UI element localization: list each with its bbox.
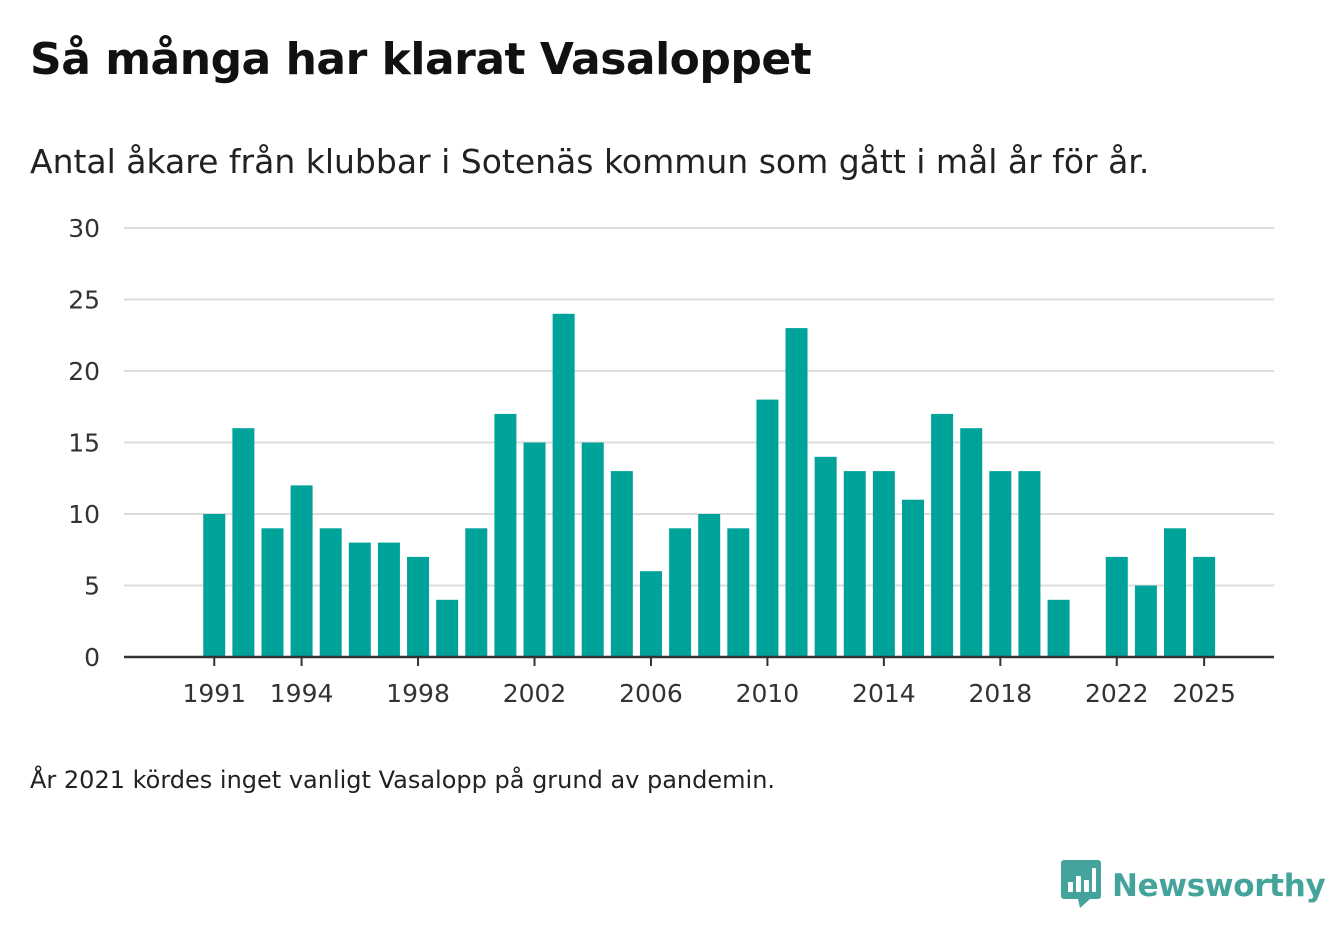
bar-1996[interactable] [348,542,371,657]
bar-2025[interactable] [1193,556,1216,657]
x-tick-label-2025: 2025 [1172,679,1236,708]
chart-subtitle: Antal åkare från klubbar i Sotenäs kommu… [30,142,1150,181]
bar-2020[interactable] [1047,599,1070,657]
bar-2004[interactable] [581,442,604,658]
bar-2008[interactable] [698,514,721,657]
x-axis-labels: 1991 1994 1998 2002 2006 2010 2014 2018 2022 2025 [182,679,1235,708]
chart-title: Så många har klarat Vasaloppet [30,34,812,85]
bar-2013[interactable] [843,471,866,657]
x-tick-label-1994: 1994 [270,679,334,708]
bar-1994[interactable] [290,485,313,657]
x-tick-label-2022: 2022 [1085,679,1149,708]
bar-2016[interactable] [931,413,954,657]
bar-1993[interactable] [261,528,284,657]
bar-2007[interactable] [669,528,692,657]
x-tick-label-1998: 1998 [386,679,450,708]
bar-2011[interactable] [785,328,808,657]
bar-2003[interactable] [552,313,575,657]
bar-2010[interactable] [756,399,779,657]
x-axis [124,655,1274,666]
y-axis-labels: 0 5 10 15 20 25 30 [68,214,100,672]
bar-2002[interactable] [523,442,546,658]
bar-2005[interactable] [610,471,633,657]
bar-2018[interactable] [989,471,1012,657]
y-tick-label-25: 25 [68,286,100,315]
bar-2006[interactable] [639,571,662,657]
x-tick-label-2010: 2010 [736,679,800,708]
x-tick-label-2018: 2018 [969,679,1033,708]
bar-1999[interactable] [436,599,459,657]
y-tick-label-20: 20 [68,357,100,386]
newsworthy-logo-icon [1060,858,1102,914]
x-tick-label-2014: 2014 [852,679,916,708]
y-tick-label-5: 5 [84,572,100,601]
bar-1991[interactable] [203,514,226,657]
bar-1998[interactable] [407,556,430,657]
bar-2015[interactable] [901,499,924,657]
bar-2022[interactable] [1105,556,1128,657]
bar-1997[interactable] [377,542,400,657]
bar-2024[interactable] [1164,528,1187,657]
x-tick-label-2002: 2002 [503,679,567,708]
bar-2000[interactable] [465,528,488,657]
brand-name: Newsworthy [1112,868,1326,904]
y-tick-label-10: 10 [68,500,100,529]
bar-2012[interactable] [814,456,837,657]
brand-logo[interactable]: Newsworthy [1060,858,1326,914]
bar-2009[interactable] [727,528,750,657]
x-tick-label-2006: 2006 [619,679,683,708]
bar-2019[interactable] [1018,471,1041,657]
y-tick-label-0: 0 [84,643,100,672]
bar-1992[interactable] [232,428,255,657]
bar-2014[interactable] [872,471,895,657]
y-tick-label-30: 30 [68,214,100,243]
footnote: År 2021 kördes inget vanligt Vasalopp på… [30,766,776,794]
x-tick-label-1991: 1991 [182,679,246,708]
y-tick-label-15: 15 [68,429,100,458]
bar-2017[interactable] [960,428,983,657]
bar-2001[interactable] [494,413,517,657]
bar-2023[interactable] [1134,585,1157,658]
bar-1995[interactable] [319,528,342,657]
bars [203,313,1216,658]
